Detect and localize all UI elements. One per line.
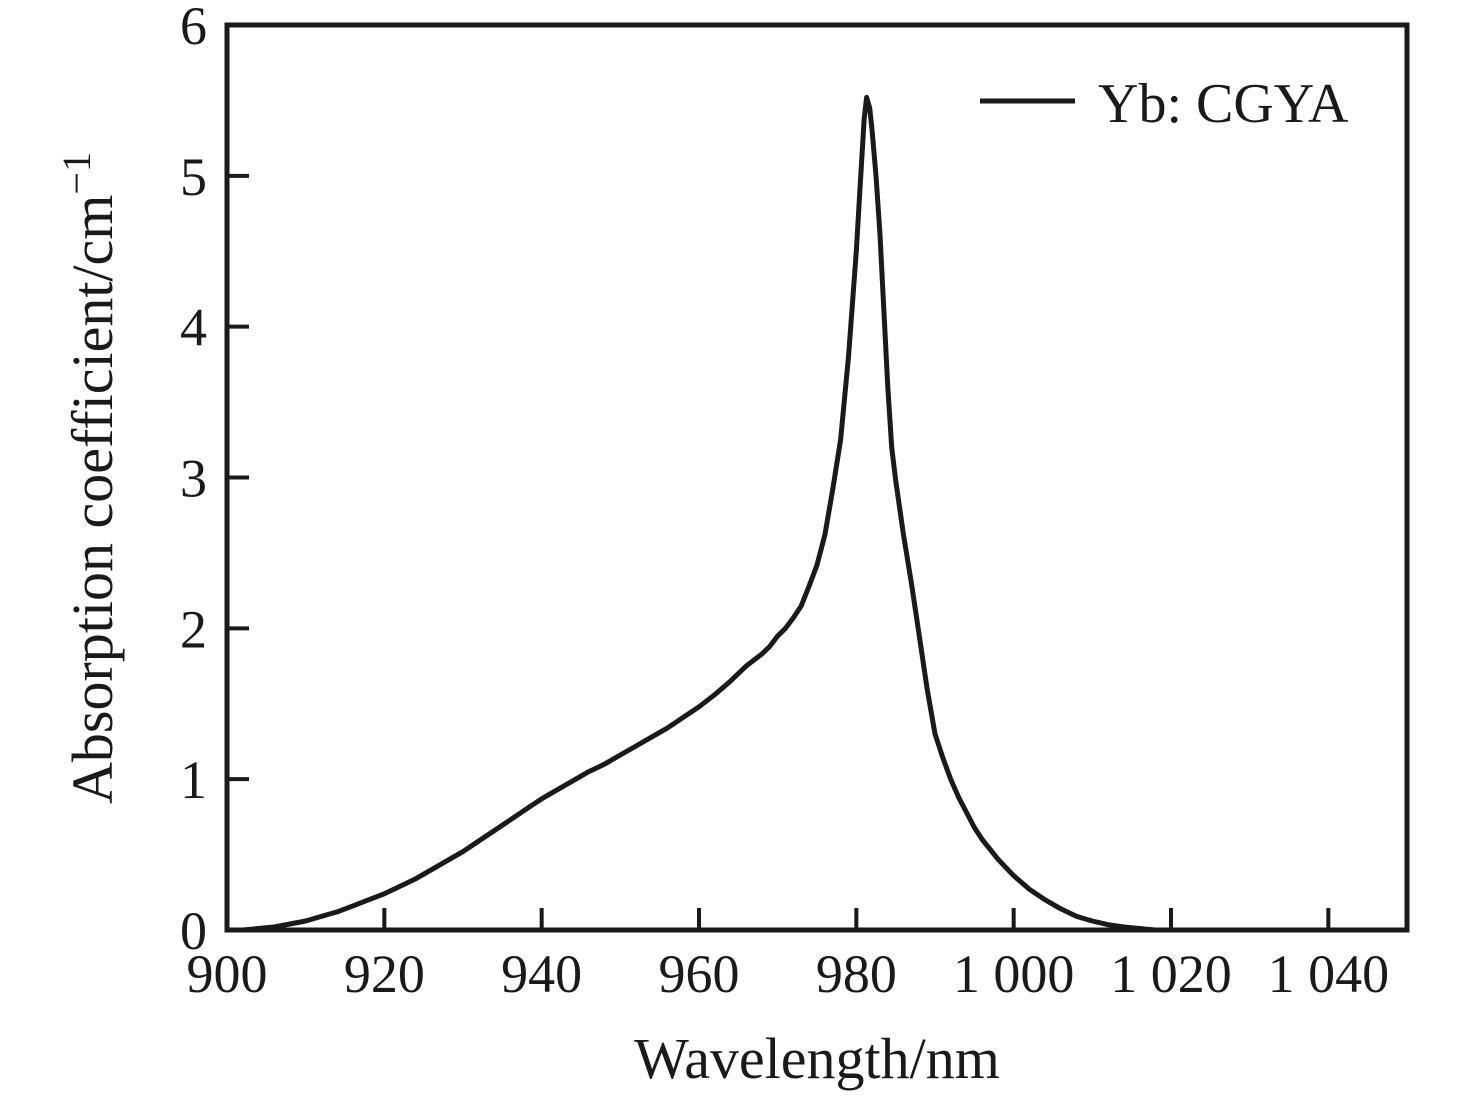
x-axis-title: Wavelength/nm	[634, 1026, 1000, 1091]
absorption-curve	[240, 94, 1158, 933]
x-tick-label: 960	[659, 944, 740, 1004]
y-tick-label: 0	[180, 901, 207, 961]
plot-frame	[224, 22, 1410, 933]
x-axis-ticks	[382, 908, 1331, 928]
legend-label: Yb: CGYA	[1098, 73, 1349, 135]
x-tick-label: 940	[501, 944, 582, 1004]
y-axis-ticks	[229, 173, 249, 782]
y-tick-label: 1	[180, 750, 207, 810]
y-tick-label: 3	[180, 449, 207, 509]
y-tick-label: 4	[180, 298, 207, 358]
y-tick-label: 6	[180, 0, 207, 56]
x-tick-label: 920	[344, 944, 425, 1004]
x-tick-label: 900	[187, 944, 268, 1004]
y-axis-title-base: Absorption coefficient/cm	[60, 195, 125, 804]
y-axis-title-superscript: −1	[54, 152, 99, 195]
x-tick-label: 1 020	[1110, 944, 1232, 1004]
x-tick-label: 980	[816, 944, 897, 1004]
y-axis-title: Absorption coefficient/cm−1	[54, 152, 125, 804]
y-tick-label: 2	[180, 599, 207, 659]
y-axis-tick-labels: 0 1 2 3 4 5 6	[180, 0, 207, 961]
x-tick-label: 1 040	[1268, 944, 1390, 1004]
x-axis-tick-labels: 900 920 940 960 980 1 000 1 020 1 040	[187, 944, 1390, 1004]
x-tick-label: 1 000	[953, 944, 1075, 1004]
legend: Yb: CGYA	[980, 73, 1349, 135]
y-tick-label: 5	[180, 147, 207, 207]
